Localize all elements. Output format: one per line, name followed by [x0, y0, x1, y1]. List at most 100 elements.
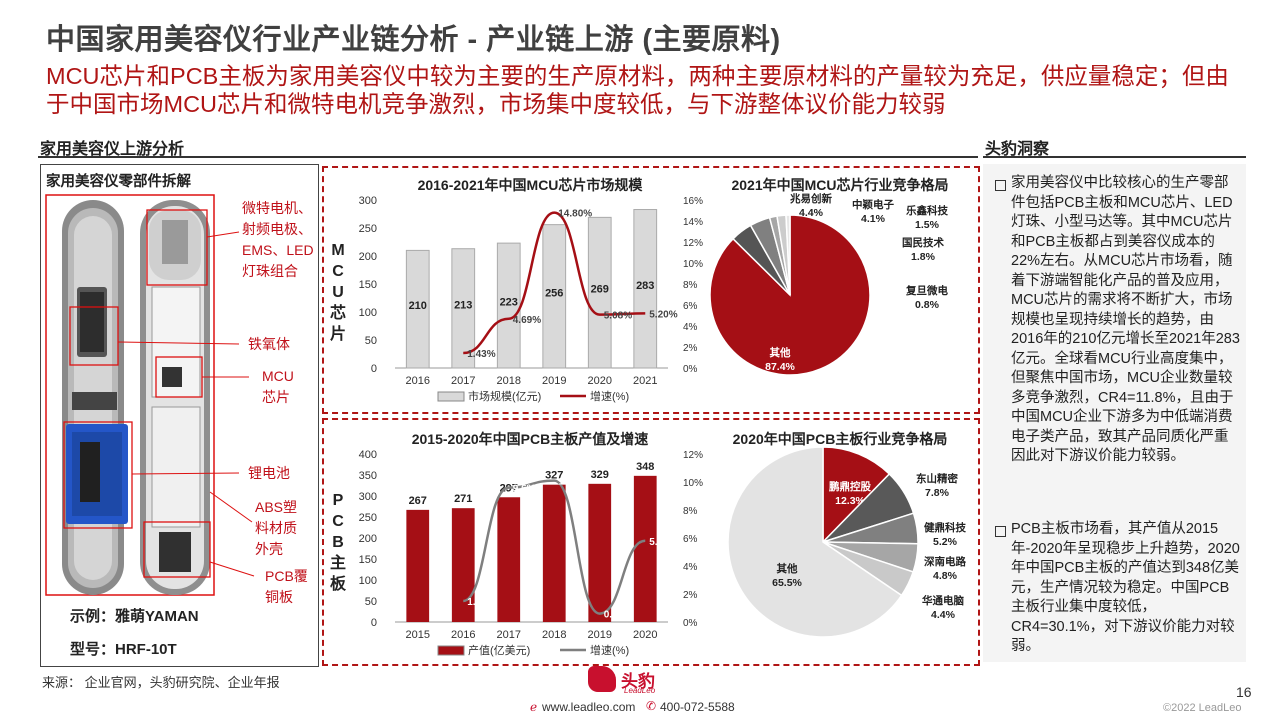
parts-panel — [40, 164, 319, 667]
pie-slice-value: 4.1% — [861, 213, 886, 225]
leadleo-logo-icon — [588, 666, 616, 692]
part-label-mcu: MCU芯片 — [262, 368, 294, 405]
y2-tick-label: 12% — [683, 238, 703, 249]
growth-label: 5.08% — [604, 311, 632, 322]
growth-label: 10.1% — [558, 477, 586, 488]
x-tick-label: 2020 — [633, 629, 657, 641]
insight-note-pcb: PCB主板市场看，其产值从2015年-2020年呈现稳步上升趋势，2020年中国… — [1011, 521, 1240, 654]
chart-title: 2020年中国PCB主板行业竞争格局 — [733, 431, 948, 447]
pie-slice-value: 4.8% — [933, 570, 958, 582]
phone-icon: ✆ — [646, 699, 657, 713]
x-tick-label: 2016 — [406, 375, 430, 387]
y-tick-label: 0 — [371, 617, 377, 629]
pie-slice-name: 国民技术 — [902, 236, 944, 249]
y-tick-label: 200 — [359, 251, 377, 263]
chart-title: 2021年中国MCU芯片行业竞争格局 — [731, 177, 948, 193]
pie-slice-name: 东山精密 — [916, 472, 958, 485]
part-label-ferrite: 铁氧体 — [248, 336, 290, 352]
growth-label: 5.8% — [649, 537, 672, 548]
x-tick-label: 2017 — [451, 375, 475, 387]
y-tick-label: 400 — [359, 449, 377, 461]
pie-slice — [822, 446, 891, 544]
globe-icon: ℯ — [530, 700, 538, 714]
x-tick-label: 2017 — [497, 629, 521, 641]
bar — [497, 497, 521, 622]
x-tick-label: 2019 — [542, 375, 566, 387]
x-tick-label: 2021 — [633, 375, 657, 387]
example-model: 型号：HRF-10T — [70, 641, 177, 658]
growth-line — [462, 479, 646, 615]
y-tick-label: 50 — [365, 335, 377, 347]
growth-label: 9.6% — [513, 484, 536, 495]
pie-slice-value: 65.5% — [772, 577, 802, 589]
pie-slice — [785, 214, 791, 296]
legend-line-label: 增速(%) — [590, 643, 629, 657]
pie-slice-value: 0.8% — [915, 299, 940, 311]
parts-panel-heading: 家用美容仪零部件拆解 — [46, 174, 191, 190]
y-tick-label: 200 — [359, 533, 377, 545]
growth-label: 5.20% — [649, 309, 677, 320]
part-label-battery: 锂电池 — [248, 465, 290, 481]
y-tick-label: 150 — [359, 279, 377, 291]
chart-title: 2016-2021年中国MCU芯片市场规模 — [418, 177, 644, 193]
mcu-market-size-chart: 2016-2021年中国MCU芯片市场规模 0 50 100 150 200 250 300 0… — [359, 177, 703, 403]
y-tick-label: 150 — [359, 554, 377, 566]
growth-label: 14.80% — [558, 209, 592, 220]
bar-value-label: 210 — [409, 300, 427, 312]
y-tick-label: 0 — [371, 363, 377, 375]
pie-slice-name: 健鼎科技 — [924, 521, 966, 534]
insight-note-mcu: 家用美容仪中比较核心的生产零部件包括PCB主板和MCU芯片、LED灯珠、小型马达… — [1011, 175, 1240, 464]
source-note: 来源： 企业官网，头豹研究院、企业年报 — [42, 675, 280, 690]
section-rule-right — [983, 156, 1246, 158]
x-tick-label: 2015 — [406, 629, 430, 641]
pie-slice-name: 兆易创新 — [790, 192, 832, 205]
bar-value-label: 267 — [409, 495, 427, 507]
pie-slice-name: 华通电脑 — [922, 594, 964, 607]
y2-tick-label: 2% — [683, 590, 698, 601]
pcb-output-chart: 2015-2020年中国PCB主板产值及增速 0 50 100 150 200 250 300… — [359, 431, 703, 657]
pie-slice-name: 其他 — [770, 346, 791, 359]
bar-value-label: 256 — [545, 287, 563, 299]
pie-slice-value: 87.4% — [765, 361, 795, 373]
pie-slice-value: 1.8% — [911, 251, 936, 263]
pie-slice-value: 7.8% — [925, 487, 950, 499]
pie-slice-value: 5.2% — [933, 536, 958, 548]
y2-tick-label: 0% — [683, 364, 698, 375]
y2-tick-label: 16% — [683, 196, 703, 207]
y2-tick-label: 2% — [683, 343, 698, 354]
legend-bar-label: 产值(亿美元) — [468, 643, 530, 657]
website-link[interactable]: www.leadleo.com — [542, 700, 636, 714]
bar — [633, 475, 657, 622]
part-label-motor: 微特电机、射频电极、EMS、LED灯珠组合 — [242, 200, 314, 279]
pie-slice-name: 深南电路 — [924, 555, 966, 568]
growth-label: 4.69% — [513, 315, 541, 326]
bar-value-label: 329 — [591, 469, 609, 481]
y-tick-label: 250 — [359, 223, 377, 235]
example-brand: 示例：雅萌YAMAN — [70, 608, 199, 625]
bar-value-label: 223 — [500, 297, 518, 309]
y-tick-label: 300 — [359, 491, 377, 503]
bar-value-label: 327 — [545, 470, 563, 482]
growth-label: 0.6% — [604, 610, 627, 621]
section-rule-left — [38, 156, 978, 158]
page-subtitle: MCU芯片和PCB主板为家用美容仪中较为主要的生产原材料，两种主要原材料的产量较… — [46, 63, 1229, 117]
bar — [405, 249, 430, 369]
copyright: ©2022 LeadLeo — [1163, 702, 1242, 714]
pie-slice-value: 4.4% — [799, 207, 824, 219]
growth-line — [463, 211, 646, 355]
growth-label: 1.5% — [467, 597, 490, 608]
logo-subtext: LeadLeo — [624, 686, 656, 695]
pcb-chart-box — [322, 418, 980, 666]
note1-bullet — [995, 180, 1006, 191]
y-tick-label: 350 — [359, 470, 377, 482]
mcu-chart-box — [322, 166, 980, 414]
part-label-pcb: PCB覆铜板 — [265, 568, 308, 605]
x-tick-label: 2018 — [542, 629, 566, 641]
bar-value-label: 348 — [636, 461, 654, 473]
y-tick-label: 300 — [359, 195, 377, 207]
y2-tick-label: 10% — [683, 259, 703, 270]
y2-tick-label: 6% — [683, 534, 698, 545]
insight-heading: 头豹洞察 — [985, 141, 1050, 158]
bar-value-label: 213 — [454, 299, 472, 311]
